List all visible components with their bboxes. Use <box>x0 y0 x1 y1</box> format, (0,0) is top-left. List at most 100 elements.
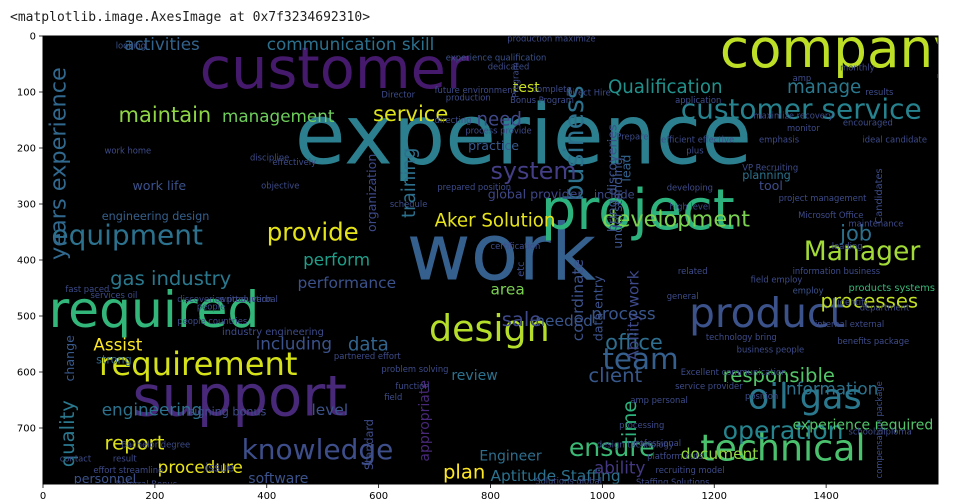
wordcloud-word: experience required <box>793 418 934 434</box>
wordcloud-word: schedule <box>390 199 428 209</box>
wordcloud-word: information <box>781 378 878 398</box>
wordcloud-word: partnered effort <box>334 351 402 361</box>
wordcloud-word: objective <box>261 180 299 190</box>
wordcloud-word: strong <box>96 354 132 367</box>
wordcloud-word: benefits package <box>837 336 909 346</box>
wordcloud-word: written verbal <box>219 294 278 304</box>
wordcloud-word: Prepare <box>616 132 648 142</box>
x-tick-label: 1200 <box>702 491 727 502</box>
wordcloud-word: perform <box>303 250 370 270</box>
wordcloud-word: performance <box>298 274 397 292</box>
wordcloud-word: practice <box>468 138 519 153</box>
wordcloud-word: ensure <box>569 433 655 462</box>
wordcloud-word: training <box>399 148 420 218</box>
wordcloud-word: software <box>248 471 308 487</box>
wordcloud-word: area <box>491 281 525 299</box>
x-tick-label: 1000 <box>590 491 615 502</box>
wordcloud-word: company <box>720 18 965 80</box>
y-tick-label: 300 <box>17 200 36 211</box>
wordcloud-word: support <box>133 365 348 430</box>
wordcloud-word: experience <box>295 88 752 184</box>
wordcloud-word: field employ <box>751 274 803 284</box>
wordcloud-word: design technology <box>597 440 674 450</box>
wordcloud-word: job <box>839 221 872 245</box>
wordcloud-word: data <box>348 335 389 356</box>
wordcloud-word: people countries <box>177 316 247 326</box>
wordcloud-word: effort streamline <box>93 465 163 475</box>
wordcloud-word: review <box>451 368 497 384</box>
wordcloud-word: office <box>605 331 663 355</box>
wordcloud-word: fast paced <box>65 284 109 294</box>
y-tick-label: 500 <box>17 312 36 323</box>
wordcloud-word: development <box>602 206 750 232</box>
wordcloud-word: processes <box>821 290 919 313</box>
wordcloud-word: Qualification <box>608 77 723 98</box>
wordcloud-word: discoveries production <box>177 294 272 304</box>
wordcloud-word: compensation package <box>874 381 884 478</box>
wordcloud-word: monthly <box>840 63 875 73</box>
wordcloud-word: application <box>675 95 721 105</box>
wordcloud-word: department <box>860 302 910 312</box>
x-tick-label: 200 <box>145 491 164 502</box>
wordcloud-word: quality <box>56 400 79 467</box>
wordcloud-word: requirement <box>99 345 298 383</box>
wordcloud-word: school diploma <box>849 427 912 437</box>
wordcloud-word: product <box>689 289 845 337</box>
x-tick-label: 0 <box>40 491 46 502</box>
wordcloud-word: team <box>602 342 678 376</box>
wordcloud-word: service <box>373 102 448 126</box>
wordcloud-word: position <box>745 391 778 401</box>
wordcloud-word: recruiting model <box>656 465 725 475</box>
wordcloud-word: plus <box>686 146 703 156</box>
wordcloud-words: experience work customer company project supp… <box>45 18 965 489</box>
wordcloud-word: client <box>588 364 642 387</box>
wordcloud-word: certification <box>491 241 541 251</box>
wordcloud-word: engineering <box>102 400 202 420</box>
wordcloud-word: issue <box>205 462 234 475</box>
wordcloud-word: Microsoft Office <box>798 210 863 220</box>
wordcloud-word: tool <box>759 178 783 193</box>
wordcloud-word: personnel <box>74 471 136 486</box>
wordcloud-word: time <box>618 401 641 445</box>
wordcloud-word: processing <box>619 420 664 430</box>
wordcloud-word: products systems <box>849 283 935 294</box>
wordcloud-word: understanding <box>610 157 625 249</box>
wordcloud-word: Direct Hire <box>566 87 611 97</box>
wordcloud-word: manage <box>787 77 861 98</box>
wordcloud-word: experience qualification <box>446 53 547 63</box>
wordcloud-word: customer <box>200 35 470 102</box>
wordcloud-word: Aker Solution <box>435 210 556 231</box>
wordcloud-word: test <box>513 80 540 96</box>
wordcloud-word: production maximize <box>507 34 595 44</box>
wordcloud-word: signing bonus <box>188 406 266 419</box>
wordcloud-word: dedicated <box>488 62 530 72</box>
y-tick-label: 600 <box>17 368 36 379</box>
wordcloud-word: Ability work <box>625 270 643 360</box>
wordcloud-word: encouraged <box>843 118 893 128</box>
wordcloud-image <box>43 36 938 484</box>
wordcloud-word: Engineer <box>479 448 542 464</box>
y-tick-label: 700 <box>17 424 36 435</box>
wordcloud-word: platform cuts <box>647 451 703 461</box>
wordcloud-word: design <box>429 307 550 350</box>
wordcloud-word: future environment <box>435 85 517 95</box>
wordcloud-word: sale <box>502 308 542 331</box>
wordcloud-word: Standard <box>363 419 376 470</box>
wordcloud-word: looking <box>116 40 146 50</box>
x-tick-label: 600 <box>369 491 388 502</box>
wordcloud-word: industry engineering <box>222 327 324 338</box>
wordcloud-word: data entry <box>590 275 605 341</box>
wordcloud-word: Manager <box>804 236 921 267</box>
wordcloud-word: Referral Bonus <box>116 479 177 489</box>
wordcloud-word: service provider <box>675 381 743 391</box>
wordcloud-word: needed <box>535 312 593 330</box>
wordcloud-word: activities <box>124 34 200 54</box>
wordcloud-word: including <box>256 334 332 354</box>
wordcloud-word: years experience <box>45 67 71 260</box>
wordcloud-word: Assist <box>93 335 142 355</box>
wordcloud-word: work home <box>105 146 152 156</box>
wordcloud-word: Program <box>510 62 520 97</box>
wordcloud-word: equipment <box>51 218 203 251</box>
wordcloud-word: maintenance <box>849 218 904 228</box>
